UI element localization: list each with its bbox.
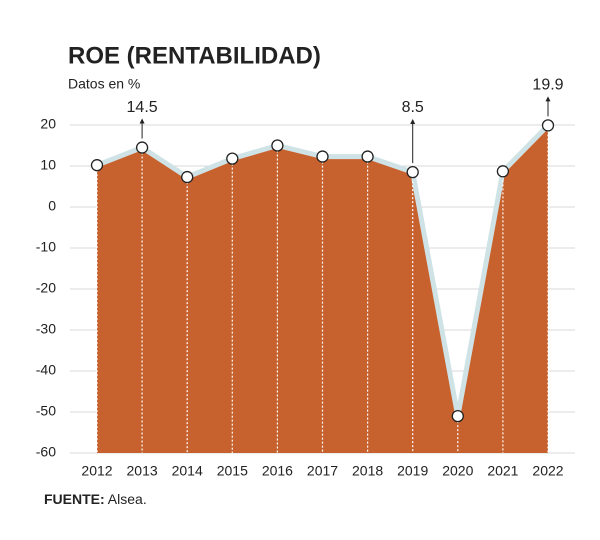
x-tick-label: 2013 [127,463,158,479]
point-marker [226,152,239,165]
x-tick-label: 2022 [532,463,563,479]
data-label: 8.5 [402,99,424,116]
data-label: 14.5 [127,99,158,116]
y-tick-label: 0 [48,198,56,214]
x-tick-label: 2018 [352,463,383,479]
x-tick-label: 2017 [307,463,338,479]
x-tick-label: 2016 [262,463,293,479]
y-tick-label: -10 [36,239,56,255]
y-tick-label: -50 [36,403,56,419]
x-tick-label: 2019 [397,463,428,479]
source-text: Alsea. [108,491,147,507]
point-marker [271,139,284,152]
source-label: FUENTE: [44,491,105,507]
y-tick-label: 10 [40,157,56,173]
point-marker [181,170,194,184]
point-marker [541,119,555,132]
point-marker [135,141,149,154]
data-label: 19.9 [532,77,563,94]
label-leader-arrow [410,119,416,124]
point-marker [496,165,510,178]
x-tick-label: 2020 [442,463,473,479]
point-marker [316,150,329,163]
point-marker [406,165,419,179]
label-leader-arrow [139,118,145,124]
x-tick-label: 2015 [217,463,248,479]
y-tick-label: -30 [36,321,56,337]
x-tick-label: 2021 [487,463,518,479]
chart-subtitle: Datos en % [68,76,140,92]
y-tick-label: -40 [36,362,56,378]
x-tick-label: 2012 [81,463,112,479]
y-tick-label: -20 [36,280,56,296]
chart-title: ROE (RENTABILIDAD) [68,42,321,69]
y-tick-label: 20 [40,116,56,132]
label-leader-arrow [545,96,551,102]
area [97,125,548,453]
x-tick-label: 2014 [172,463,203,479]
source: FUENTE: Alsea. [44,491,147,507]
point-marker [451,409,464,423]
y-tick-label: -60 [36,444,56,460]
point-marker [361,150,374,163]
point-marker [90,159,104,172]
